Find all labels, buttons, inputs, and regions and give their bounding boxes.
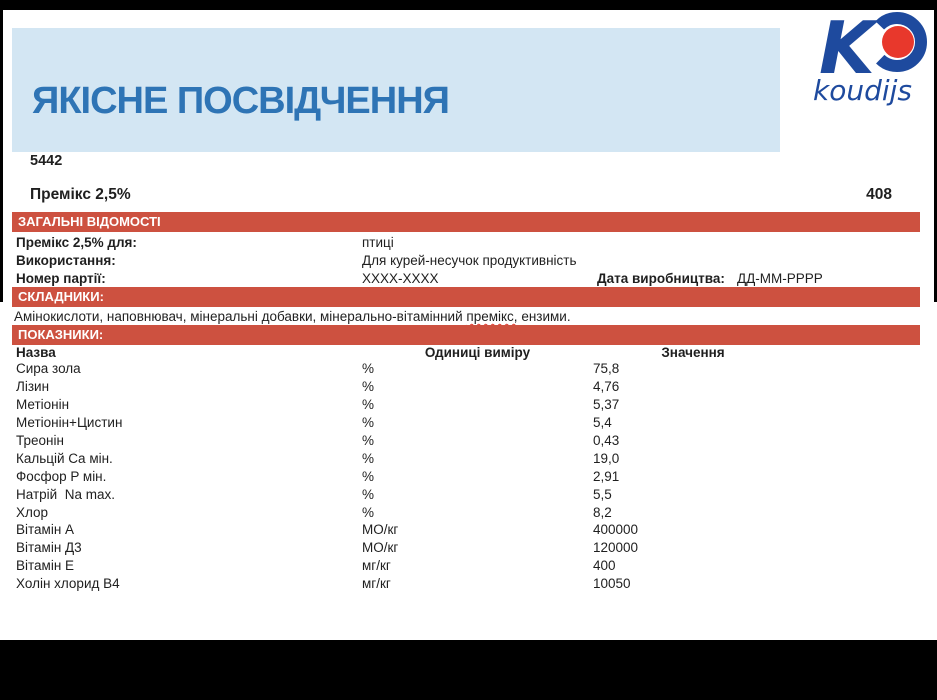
- indicator-unit: %: [362, 486, 375, 502]
- info-label: Номер партії:: [16, 271, 106, 287]
- page-title: ЯКІСНЕ ПОСВІДЧЕННЯ: [32, 80, 450, 122]
- indicator-name: Вітамін Д3: [16, 540, 82, 556]
- info-value: птиці: [362, 234, 394, 250]
- indicator-unit: %: [362, 379, 375, 395]
- indicator-unit: %: [362, 433, 375, 448]
- section-header-general: ЗАГАЛЬНІ ВІДОМОСТІ: [12, 212, 920, 232]
- indicator-value: 5,37: [593, 397, 620, 413]
- indicator-name: Кальцій Ca мін.: [16, 450, 113, 466]
- info-row: Використання: Для курей-несучок продукти…: [0, 251, 920, 269]
- indicator-unit: %: [362, 504, 375, 520]
- indicator-value: 2,91: [593, 468, 620, 484]
- table-row: Натрій Na max. % 5,5: [0, 485, 920, 503]
- logo-wordmark: koudijs: [813, 74, 912, 107]
- indicator-value: 5,4: [593, 415, 612, 431]
- column-header-name: Назва: [16, 344, 56, 360]
- indicator-unit: мг/кг: [362, 576, 391, 592]
- indicator-value: 8,2: [593, 504, 612, 520]
- product-name: Премікс 2,5%: [30, 186, 131, 203]
- product-code: 408: [866, 186, 892, 203]
- indicator-name: Метіонін: [16, 397, 70, 413]
- title-banner: [12, 28, 780, 152]
- indicator-unit: %: [362, 397, 375, 413]
- section-header-ingredients: СКЛАДНИКИ:: [12, 287, 920, 307]
- logo-dot-icon: [882, 26, 914, 58]
- indicator-value: 400: [593, 558, 616, 574]
- misspelled-word: премікс,: [466, 309, 518, 324]
- indicator-name: Холін хлорид В4: [16, 576, 120, 592]
- koudijs-logo: K koudijs: [813, 12, 927, 107]
- table-row: Хлор % 8,2: [0, 503, 920, 521]
- indicator-value: 19,0: [593, 450, 620, 466]
- info-row: Номер партії: XXXX-XXXX Дата виробництва…: [0, 270, 920, 288]
- indicator-unit: %: [362, 361, 375, 377]
- indicator-unit: %: [362, 450, 375, 466]
- indicator-name: Натрій Na max.: [16, 486, 115, 502]
- indicator-name: Метіонін+Цистин: [16, 415, 123, 431]
- ingredients-text: Амінокислоти, наповнювач, мінеральні доб…: [14, 309, 571, 325]
- info-label: Використання:: [16, 253, 116, 269]
- ingredients-text-before: Амінокислоти, наповнювач, мінеральні доб…: [14, 309, 467, 324]
- info-label: Дата виробництва:: [597, 271, 725, 287]
- table-row: Вітамін А МО/кг 400000: [0, 521, 920, 539]
- table-row: Треонін % 0,43: [0, 432, 920, 450]
- info-label: Премікс 2,5% для:: [16, 234, 137, 250]
- logo-k-icon: K: [819, 12, 880, 90]
- column-header-value: Значення: [661, 344, 725, 360]
- indicator-value: 10050: [593, 576, 631, 592]
- indicators-table: Назва Одиниці виміру Значення Сира зола …: [0, 344, 920, 593]
- indicator-unit: %: [362, 415, 375, 431]
- indicator-name: Сира зола: [16, 361, 81, 377]
- indicator-name: Хлор: [16, 504, 49, 520]
- indicator-unit: МО/кг: [362, 540, 399, 556]
- indicator-value: 120000: [593, 540, 639, 556]
- indicator-name: Фосфор P мін.: [16, 468, 107, 484]
- ingredients-text-after: ензими.: [517, 309, 571, 324]
- document-page: ЯКІСНЕ ПОСВІДЧЕННЯ K koudijs 5442 Премік…: [0, 10, 937, 640]
- table-row: Метіонін % 5,37: [0, 396, 920, 414]
- table-row: Фосфор P мін. % 2,91: [0, 467, 920, 485]
- info-value: ДД-ММ-РРРР: [737, 271, 823, 287]
- indicator-value: 4,76: [593, 379, 620, 395]
- logo-ring-icon: [867, 12, 927, 72]
- indicator-name: Лізин: [16, 379, 50, 395]
- indicator-unit: мг/кг: [362, 558, 391, 574]
- indicator-unit: %: [362, 468, 375, 484]
- table-row: Вітамін Е мг/кг 400: [0, 557, 920, 575]
- page-right-edge: [934, 10, 937, 302]
- table-header-row: Назва Одиниці виміру Значення: [0, 344, 920, 360]
- table-row: Вітамін Д3 МО/кг 120000: [0, 539, 920, 557]
- doc-number: 5442: [30, 153, 63, 169]
- indicator-unit: МО/кг: [362, 522, 399, 538]
- indicator-name: Вітамін Е: [16, 558, 75, 574]
- table-row: Холін хлорид В4 мг/кг 10050: [0, 575, 920, 593]
- page-left-edge: [0, 10, 3, 302]
- indicator-value: 5,5: [593, 486, 612, 502]
- info-value: XXXX-XXXX: [362, 271, 439, 287]
- product-row: Премікс 2,5% 408: [30, 186, 892, 204]
- indicator-name: Треонін: [16, 433, 64, 448]
- indicator-name: Вітамін А: [16, 522, 75, 538]
- section-header-indicators: ПОКАЗНИКИ:: [12, 325, 920, 345]
- indicator-value: 400000: [593, 522, 639, 538]
- column-header-unit: Одиниці виміру: [424, 344, 531, 360]
- table-row: Лізин % 4,76: [0, 378, 920, 396]
- table-row: Кальцій Ca мін. % 19,0: [0, 449, 920, 467]
- table-row: Метіонін+Цистин % 5,4: [0, 414, 920, 432]
- table-row: Сира зола % 75,8: [0, 360, 920, 378]
- indicator-value: 75,8: [593, 361, 620, 377]
- info-value: Для курей-несучок продуктивність: [362, 253, 577, 269]
- indicator-value: 0,43: [593, 433, 620, 448]
- info-row: Премікс 2,5% для: птиці: [0, 233, 920, 251]
- general-info: Премікс 2,5% для: птиці Використання: Дл…: [0, 233, 920, 288]
